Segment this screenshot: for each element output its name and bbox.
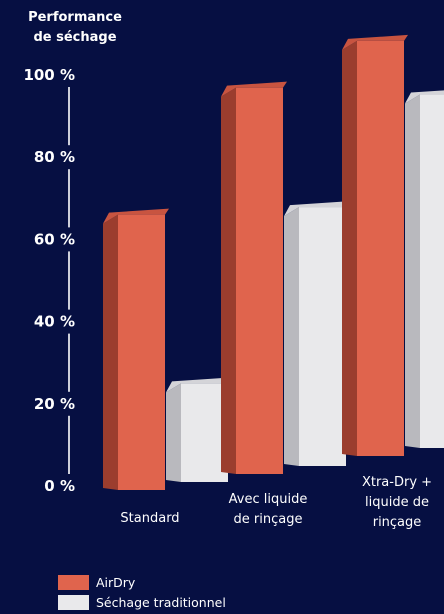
bar-s-chage-traditionnel-1-top [284,201,350,217]
y-tick-label: 100 % [23,66,75,84]
bar-airdry-2-top [342,34,408,50]
bar-s-chage-traditionnel-1 [299,207,346,466]
x-tick-label: Avec liquide [229,492,308,507]
y-tick-label: 60 % [34,230,75,248]
bar-airdry-0 [118,214,165,490]
y-tick-label: 20 % [34,395,75,413]
bar-s-chage-traditionnel-2-side [405,94,420,448]
bar-s-chage-traditionnel-2-top [405,90,444,104]
bar-s-chage-traditionnel-1-side [284,207,299,466]
y-axis-title-line-2: de séchage [33,30,117,45]
legend-swatch-sechage-traditionnel [58,594,89,610]
x-tick-label: rinçage [373,515,422,530]
x-tick-label: Xtra-Dry + [362,475,432,490]
x-tick-label: Standard [120,511,179,526]
bar-airdry-1-top [221,81,287,97]
y-axis-title: Performance de séchage [0,8,150,48]
y-axis-title-line-1: Performance [28,10,122,25]
bar-s-chage-traditionnel-0-side [166,383,181,482]
y-tick-label: 80 % [34,148,75,166]
bar-airdry-2 [357,40,404,456]
bar-s-chage-traditionnel-0 [181,383,228,482]
bar-airdry-2-side [342,40,357,456]
bar-airdry-1-side [221,87,236,474]
y-tick-label: 0 % [44,477,75,495]
x-tick-label: de rinçage [234,512,303,527]
bar-s-chage-traditionnel-0-top [166,377,232,393]
legend-item-sechage-traditionnel: Séchage traditionnel [58,592,226,612]
bar-airdry-1 [236,87,283,474]
y-tick-label: 40 % [34,313,75,331]
legend-item-airdry: AirDry [58,572,226,592]
bar-airdry-0-side [103,214,118,490]
bar-airdry-0-top [103,208,169,224]
legend-swatch-airdry [58,574,89,590]
legend-label-sechage-traditionnel: Séchage traditionnel [96,594,226,610]
legend-label-airdry: AirDry [96,574,136,590]
x-tick-label: liquide de [365,495,429,510]
legend: AirDry Séchage traditionnel [58,572,226,612]
bar-s-chage-traditionnel-2 [420,94,444,448]
